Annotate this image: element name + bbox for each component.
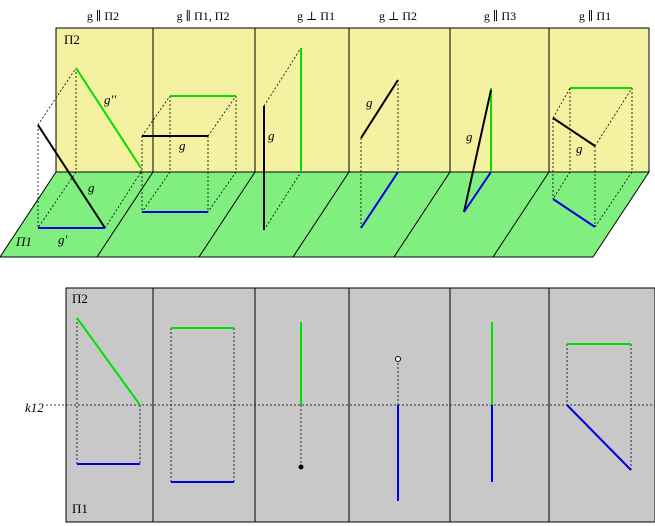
col6-line-g [552, 117, 596, 147]
header-6: g ∥ Π1 [579, 9, 611, 23]
p1-front-projection [76, 317, 141, 406]
plane-pi1 [0, 171, 650, 258]
col2-construction [141, 95, 237, 213]
header-3: g ⊥ Π1 [297, 9, 335, 23]
label-pi2-top: Π2 [64, 32, 80, 47]
col4-line-g [360, 79, 399, 139]
column-headers: g ∥ Π2 g ∥ Π1, Π2 g ⊥ Π1 g ⊥ Π2 g ∥ Π3 g… [87, 9, 611, 23]
spatial-view: g ∥ Π2 g ∥ Π1, Π2 g ⊥ Π1 g ⊥ Π2 g ∥ Π3 g… [0, 9, 650, 258]
col1-label-g-prime: g' [58, 232, 68, 247]
col1-label-g: g [88, 180, 95, 195]
label-k12: k12 [25, 400, 44, 415]
col4-label-g: g [366, 95, 373, 110]
projection-view: k12 Π2 Π1 [25, 287, 655, 523]
p6-construction [566, 344, 632, 470]
header-5: g ∥ Π3 [484, 9, 516, 23]
header-4: g ⊥ Π2 [379, 9, 417, 23]
col3-label-g: g [268, 128, 275, 143]
col1-front-projection [75, 67, 142, 169]
col4-top-projection [360, 171, 399, 229]
col1-line-g [37, 124, 106, 229]
col3-construction [263, 47, 302, 231]
label-pi1-top: Π1 [15, 234, 32, 249]
pi1-dividers [96, 171, 550, 258]
label-pi2-bottom: Π2 [72, 291, 88, 306]
header-1: g ∥ Π2 [87, 9, 119, 23]
col5-line-g [463, 89, 492, 213]
col4-construction [360, 80, 399, 228]
col6-top-projection [552, 198, 596, 228]
col5-label-g: g [466, 129, 473, 144]
header-2: g ∥ Π1, Π2 [177, 9, 230, 23]
col5-top-projection [463, 171, 492, 213]
p2-construction [170, 328, 235, 482]
p3-top-point [298, 464, 304, 470]
p4-front-point [395, 356, 401, 362]
col6-label-g: g [576, 141, 583, 156]
p6-top-projection [566, 404, 632, 471]
p1-construction [76, 318, 141, 464]
pi2-dividers [152, 28, 550, 172]
projection-dividers [152, 288, 550, 522]
projection-panel [65, 287, 655, 523]
label-pi1-bottom: Π1 [72, 501, 88, 516]
col2-label-g: g [179, 138, 186, 153]
plane-pi2 [55, 27, 650, 173]
col1-construction [37, 67, 142, 229]
col1-label-g-double-prime: g'' [104, 92, 116, 107]
